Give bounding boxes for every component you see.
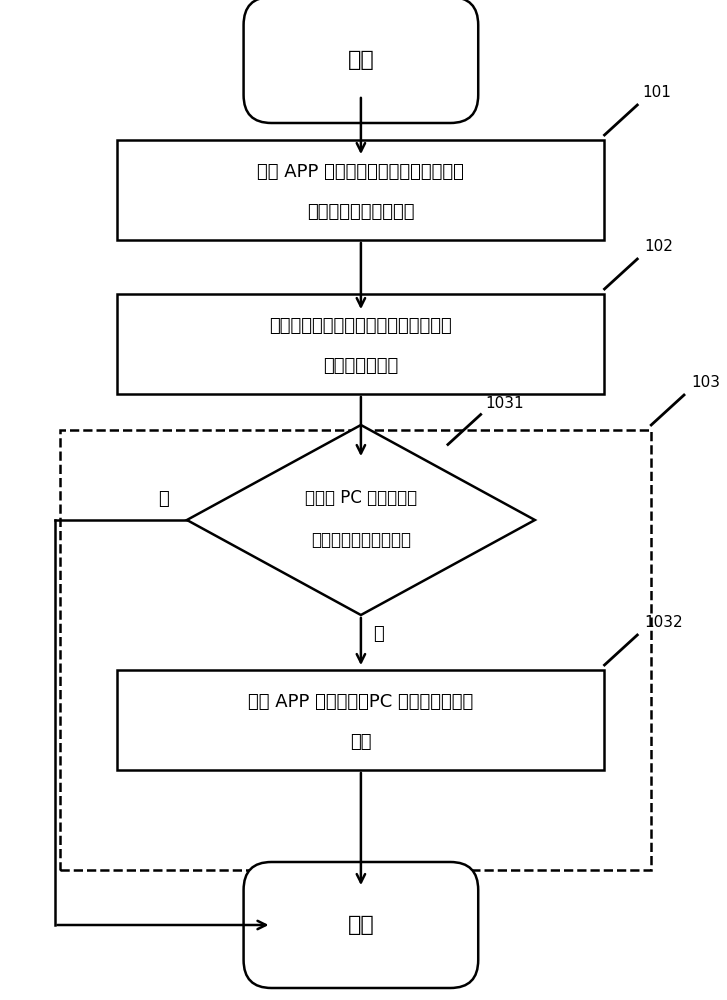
Bar: [60, 430, 651, 870]
Text: 获取 APP 运行设备的传感器设备属性和: 获取 APP 运行设备的传感器设备属性和: [257, 163, 465, 181]
Text: 根据传感器设备属性和特征信号自动的: 根据传感器设备属性和特征信号自动的: [270, 317, 452, 335]
FancyBboxPatch shape: [244, 862, 478, 988]
Text: 传感器产生的特征信号: 传感器产生的特征信号: [307, 203, 414, 221]
Text: 102: 102: [644, 239, 673, 254]
Text: 机各类传感器指纹吻合: 机各类传感器指纹吻合: [311, 531, 411, 549]
Polygon shape: [187, 425, 535, 615]
Text: 生成传感器指纹: 生成传感器指纹: [324, 357, 398, 375]
Text: 结束: 结束: [348, 915, 374, 935]
Text: 103: 103: [691, 375, 720, 390]
Text: 1032: 1032: [644, 615, 683, 630]
Text: 否: 否: [158, 490, 169, 508]
Text: 开始: 开始: [348, 50, 374, 70]
Text: 是: 是: [373, 625, 384, 643]
Text: 确定 APP 运行设备为PC 上伪造的手机移: 确定 APP 运行设备为PC 上伪造的手机移: [249, 693, 473, 711]
Bar: [117, 294, 604, 394]
Bar: [117, 140, 604, 240]
Text: 1031: 1031: [486, 395, 524, 410]
Bar: [117, 670, 604, 770]
Text: 101: 101: [642, 85, 671, 100]
Text: 是否与 PC 上伪造的手: 是否与 PC 上伪造的手: [305, 489, 417, 507]
Text: 动端: 动端: [350, 733, 371, 751]
FancyBboxPatch shape: [244, 0, 478, 123]
